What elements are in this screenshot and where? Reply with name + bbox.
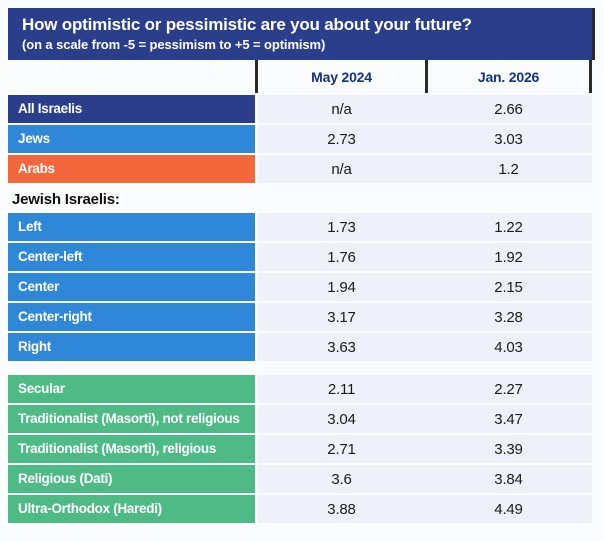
value-may-2024: 3.63 bbox=[327, 338, 356, 356]
table-row-center-left: Center-left 1.76 1.92 bbox=[8, 243, 592, 271]
row-label: Traditionalist (Masorti), religious bbox=[8, 435, 255, 463]
row-label: Secular bbox=[8, 375, 255, 403]
value-jan-2026: 1.22 bbox=[494, 218, 523, 236]
table-row-jews: Jews 2.73 3.03 bbox=[8, 125, 592, 153]
table-row-left: Left 1.73 1.22 bbox=[8, 213, 592, 241]
value-jan-2026: 2.15 bbox=[494, 278, 523, 296]
table-row-right: Right 3.63 4.03 bbox=[8, 333, 592, 361]
row-label: Religious (Dati) bbox=[8, 465, 255, 493]
value-jan-2026: 2.27 bbox=[494, 380, 523, 398]
table-row-arabs: Arabs n/a 1.2 bbox=[8, 155, 592, 183]
table-body: All Israelis n/a 2.66 Jews 2.73 3.03 Arabs n/a 1… bbox=[8, 95, 592, 523]
value-jan-2026: 4.49 bbox=[494, 500, 523, 518]
row-values: 2.73 3.03 bbox=[258, 125, 592, 153]
table-row-traditionalist-masorti-religious: Traditionalist (Masorti), religious 2.71 3… bbox=[8, 435, 592, 463]
value-may-2024: 3.88 bbox=[327, 500, 356, 518]
row-label: Left bbox=[8, 213, 255, 241]
table-row-ultra-orthodox-haredi: Ultra-Orthodox (Haredi) 3.88 4.49 bbox=[8, 495, 592, 523]
row-values: 1.76 1.92 bbox=[258, 243, 592, 271]
row-values: 2.11 2.27 bbox=[258, 375, 592, 403]
row-values: 3.04 3.47 bbox=[258, 405, 592, 433]
row-values: 2.71 3.39 bbox=[258, 435, 592, 463]
row-values: n/a 2.66 bbox=[258, 95, 592, 123]
row-values: 3.6 3.84 bbox=[258, 465, 592, 493]
value-may-2024: 1.76 bbox=[327, 248, 356, 266]
value-jan-2026: 4.03 bbox=[494, 338, 523, 356]
row-values: 1.73 1.22 bbox=[258, 213, 592, 241]
value-may-2024: 3.04 bbox=[327, 410, 356, 428]
value-jan-2026: 2.66 bbox=[494, 100, 523, 118]
table-row-secular: Secular 2.11 2.27 bbox=[8, 375, 592, 403]
row-label: Right bbox=[8, 333, 255, 361]
table-row-center-right: Center-right 3.17 3.28 bbox=[8, 303, 592, 331]
row-label: Center bbox=[8, 273, 255, 301]
row-label: Ultra-Orthodox (Haredi) bbox=[8, 495, 255, 523]
row-label: Arabs bbox=[8, 155, 255, 183]
value-jan-2026: 3.28 bbox=[494, 308, 523, 326]
column-header-may-2024: May 2024 bbox=[255, 60, 425, 93]
row-label: Center-right bbox=[8, 303, 255, 331]
value-jan-2026: 3.84 bbox=[494, 470, 523, 488]
value-jan-2026: 1.2 bbox=[498, 160, 519, 178]
column-header-row: May 2024 Jan. 2026 bbox=[8, 60, 592, 93]
row-values: 1.94 2.15 bbox=[258, 273, 592, 301]
row-label: Center-left bbox=[8, 243, 255, 271]
value-jan-2026: 3.39 bbox=[494, 440, 523, 458]
value-may-2024: 1.73 bbox=[327, 218, 356, 236]
value-may-2024: n/a bbox=[331, 100, 352, 118]
value-may-2024: 3.6 bbox=[331, 470, 352, 488]
row-values: 3.17 3.28 bbox=[258, 303, 592, 331]
value-may-2024: n/a bbox=[331, 160, 352, 178]
value-may-2024: 1.94 bbox=[327, 278, 356, 296]
section-heading-jewish-israelis: Jewish Israelis: bbox=[12, 191, 120, 208]
title-block: How optimistic or pessimistic are you ab… bbox=[8, 8, 595, 60]
value-jan-2026: 3.03 bbox=[494, 130, 523, 148]
value-may-2024: 3.17 bbox=[327, 308, 356, 326]
table-row-religious-dati: Religious (Dati) 3.6 3.84 bbox=[8, 465, 592, 493]
value-jan-2026: 3.47 bbox=[494, 410, 523, 428]
chart-subtitle: (on a scale from -5 = pessimism to +5 = … bbox=[22, 37, 326, 52]
value-jan-2026: 1.92 bbox=[494, 248, 523, 266]
table-row-center: Center 1.94 2.15 bbox=[8, 273, 592, 301]
row-values: 3.63 4.03 bbox=[258, 333, 592, 361]
survey-table-infographic: How optimistic or pessimistic are you ab… bbox=[8, 8, 595, 523]
column-header-jan-2026: Jan. 2026 bbox=[425, 60, 592, 93]
table-row-all-israelis: All Israelis n/a 2.66 bbox=[8, 95, 592, 123]
row-values: 3.88 4.49 bbox=[258, 495, 592, 523]
value-may-2024: 2.11 bbox=[327, 380, 356, 398]
row-values: n/a 1.2 bbox=[258, 155, 592, 183]
column-header-spacer bbox=[8, 60, 255, 93]
value-may-2024: 2.73 bbox=[327, 130, 356, 148]
value-may-2024: 2.71 bbox=[327, 440, 356, 458]
row-label: All Israelis bbox=[8, 95, 255, 123]
row-label: Jews bbox=[8, 125, 255, 153]
table-row-traditionalist-masorti-not-religious: Traditionalist (Masorti), not religious 3… bbox=[8, 405, 592, 433]
section-gap bbox=[8, 363, 592, 375]
row-label: Traditionalist (Masorti), not religious bbox=[8, 405, 255, 433]
chart-title: How optimistic or pessimistic are you ab… bbox=[22, 15, 472, 34]
